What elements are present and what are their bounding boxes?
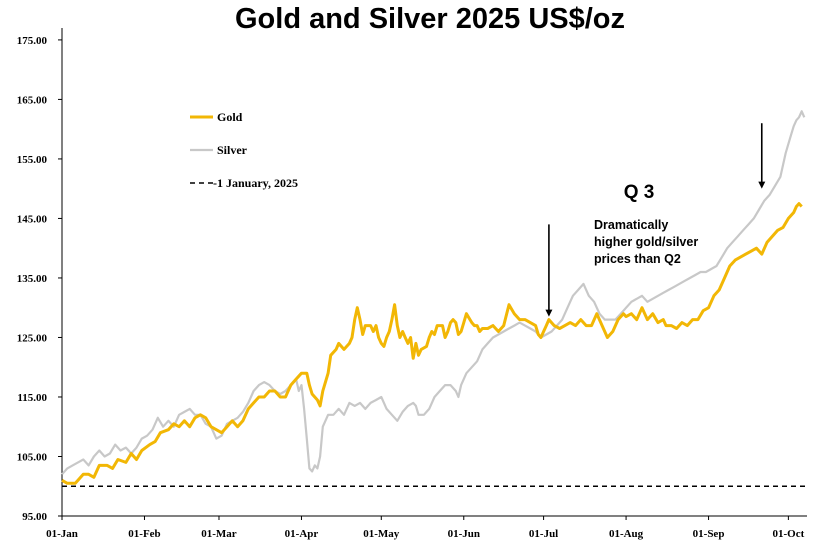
x-tick-label: 01-Mar <box>201 528 237 540</box>
x-tick-label: 01-Feb <box>128 528 160 540</box>
y-tick-label: 155.00 <box>17 154 48 166</box>
x-axis: 01-Jan 01-Feb 01-Mar 01-Apr 01-May 01-Jun 01-J… <box>46 515 807 540</box>
legend-reference-label: -1 January, 2025 <box>213 176 298 190</box>
x-tick-label: 01-Oct <box>772 528 804 540</box>
x-tick-label: 01-Sep <box>693 528 725 540</box>
q3-note-line-2: higher gold/silver <box>594 235 698 249</box>
legend: Gold Silver -1 January, 2025 <box>190 110 298 190</box>
chart-title: Gold and Silver 2025 US$/oz <box>235 3 625 35</box>
x-tick-label: 01-Jun <box>448 528 480 540</box>
q3-heading: Q 3 <box>624 182 655 203</box>
y-axis: 95.00 105.00 115.00 125.00 135.00 145.00 155.0… <box>17 28 63 523</box>
annotation-arrow-head <box>545 309 553 317</box>
y-tick-label: 125.00 <box>17 332 48 344</box>
x-tick-label: 01-Jul <box>529 528 558 540</box>
y-tick-label: 105.00 <box>17 451 48 463</box>
gold-series-line <box>61 202 803 485</box>
q3-note-line-3: prices than Q2 <box>594 252 681 266</box>
y-tick-label: 145.00 <box>17 213 48 225</box>
annotation-arrow-head <box>758 181 766 189</box>
y-tick-label: 165.00 <box>17 94 48 106</box>
y-tick-label: 115.00 <box>17 392 47 404</box>
x-tick-label: 01-Apr <box>285 528 319 540</box>
legend-silver-label: Silver <box>217 143 248 157</box>
x-tick-label: 01-Aug <box>609 528 644 540</box>
annotation-arrows <box>545 123 766 317</box>
q3-note-line-1: Dramatically <box>594 218 668 232</box>
y-tick-label: 135.00 <box>17 273 48 285</box>
x-tick-label: 01-May <box>363 528 400 540</box>
legend-gold-label: Gold <box>217 110 243 124</box>
y-tick-label: 95.00 <box>22 511 47 523</box>
x-tick-label: 01-Jan <box>46 528 78 540</box>
silver-series-line <box>61 110 806 476</box>
y-tick-label: 175.00 <box>17 35 48 47</box>
